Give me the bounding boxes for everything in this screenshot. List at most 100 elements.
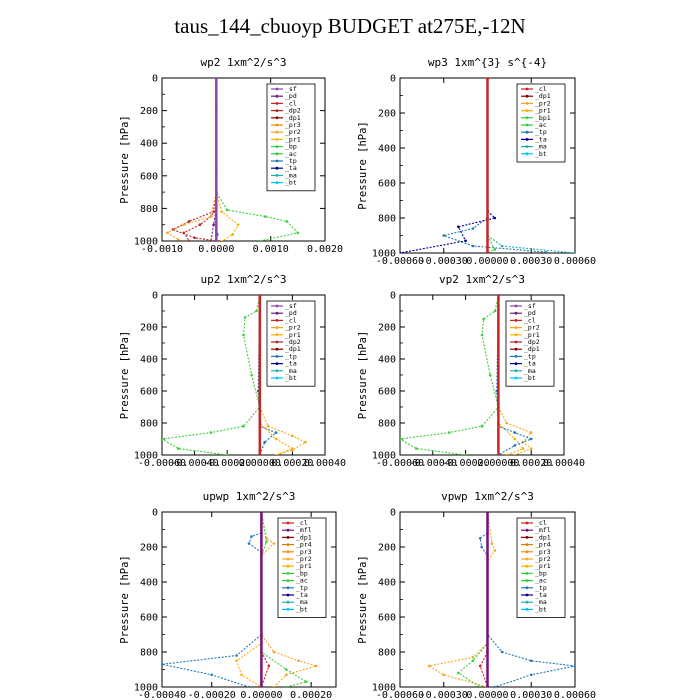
x-tick-label: 0.00020	[271, 458, 313, 469]
panel-1: wp3 1xm^{3} s^{-4} Pressure [hPa] 0 200 400 6…	[357, 56, 596, 267]
legend-label: _dp1	[285, 114, 301, 122]
y-tick-label: 0	[390, 74, 396, 85]
series-point	[274, 437, 278, 441]
series-point	[266, 424, 270, 428]
series-point	[236, 223, 240, 226]
legend-marker	[514, 333, 518, 337]
series-line	[257, 295, 278, 455]
y-tick-label: 600	[140, 613, 158, 624]
legend-label: _ma	[524, 367, 536, 375]
legend-label: _pr2	[296, 555, 312, 563]
legend-marker	[286, 528, 290, 532]
series-point	[220, 239, 224, 241]
legend-marker	[525, 593, 529, 597]
y-tick-label: 0	[152, 291, 158, 302]
series-point	[285, 220, 289, 223]
legend-marker	[525, 528, 529, 532]
legend-label: _tp	[535, 584, 547, 592]
series-group	[427, 512, 575, 687]
legend-label: _sf	[285, 85, 297, 93]
legend-marker	[286, 593, 290, 597]
legend-label: _bp	[535, 569, 547, 577]
series-point	[485, 685, 490, 687]
y-axis-label: Pressure [hPa]	[119, 115, 131, 204]
series-point	[210, 673, 214, 677]
figure-title: taus_144_cbuoyp BUDGET at275E,-12N	[174, 14, 526, 38]
legend-label: _pr1	[285, 331, 301, 339]
x-tick-label: -0.0010	[141, 244, 183, 255]
series-point	[166, 231, 169, 235]
legend-label: _dp1	[535, 92, 551, 100]
legend-marker	[275, 362, 279, 365]
y-tick-label: 200	[140, 106, 158, 117]
series-point	[482, 317, 485, 321]
legend-label: _tp	[535, 128, 547, 136]
legend-marker	[525, 572, 529, 575]
series-point	[464, 453, 467, 455]
legend-marker	[275, 326, 279, 329]
panel-title: wp3 1xm^{3} s^{-4}	[428, 56, 547, 69]
y-axis-label: Pressure [hPa]	[357, 331, 369, 420]
y-tick-label: 200	[140, 543, 158, 554]
x-tick-label: 0.00030	[510, 256, 552, 267]
legend-label: _tp	[524, 352, 536, 360]
x-tick-label: -0.00060	[376, 690, 424, 700]
series-point	[263, 215, 267, 218]
series-group	[166, 78, 300, 241]
legend-label: _cl	[524, 316, 536, 324]
series-point	[291, 447, 294, 450]
legend-label: _cl	[535, 85, 547, 93]
series-point	[513, 431, 517, 434]
y-axis-label: Pressure [hPa]	[119, 555, 131, 644]
legend-label: _ta	[524, 360, 536, 368]
series-point	[478, 536, 482, 540]
y-tick-label: 200	[378, 323, 396, 334]
series-point	[258, 295, 262, 297]
legend-marker	[286, 550, 290, 554]
series-point	[478, 685, 482, 687]
legend-marker	[525, 116, 529, 120]
series-point	[493, 309, 497, 313]
x-tick-label: 0.00040	[304, 458, 346, 469]
series-point	[162, 662, 164, 666]
legend-label: _pr4	[296, 541, 312, 549]
legend-marker	[275, 123, 279, 127]
series-point	[225, 453, 229, 455]
legend-marker	[525, 608, 529, 611]
series-point	[488, 373, 492, 377]
legend-marker	[275, 166, 279, 170]
x-tick-label: 0.00020	[510, 458, 552, 469]
y-tick-label: 400	[140, 139, 158, 150]
series-point	[447, 431, 451, 434]
y-tick-label: 400	[378, 578, 396, 589]
legend-marker	[286, 586, 290, 590]
legend-box	[516, 517, 566, 618]
panel-title: vpwp 1xm^2/s^3	[441, 490, 534, 503]
series-point	[209, 215, 213, 218]
legend-label: _mfl	[296, 526, 312, 534]
series-point	[247, 542, 251, 545]
legend-marker	[525, 579, 529, 582]
panel-3: vp2 1xm^2/s^3 Pressure [hPa] 0 200 400 600 800…	[357, 273, 585, 469]
series-point	[182, 223, 186, 226]
legend-label: _ac	[535, 577, 547, 585]
legend-marker	[275, 94, 279, 98]
legend-label: _ta	[535, 591, 547, 599]
legend-marker	[525, 557, 529, 561]
x-tick-label: 0.00040	[543, 458, 585, 469]
x-tick-label: 0.0020	[307, 244, 343, 255]
legend-marker	[286, 557, 290, 561]
legend-box	[516, 83, 566, 163]
series-point	[529, 659, 533, 663]
y-tick-label: 400	[140, 578, 158, 589]
series-point	[250, 373, 253, 377]
legend-label: _mfl	[535, 526, 551, 534]
series-line	[166, 78, 217, 240]
legend-marker	[525, 130, 529, 134]
series-point	[400, 251, 402, 253]
series-point	[500, 650, 504, 654]
y-tick-label: 0	[152, 508, 158, 519]
x-tick-label: -0.00030	[420, 690, 468, 700]
y-tick-label: 200	[140, 323, 158, 334]
legend-label: _bt	[535, 150, 547, 158]
